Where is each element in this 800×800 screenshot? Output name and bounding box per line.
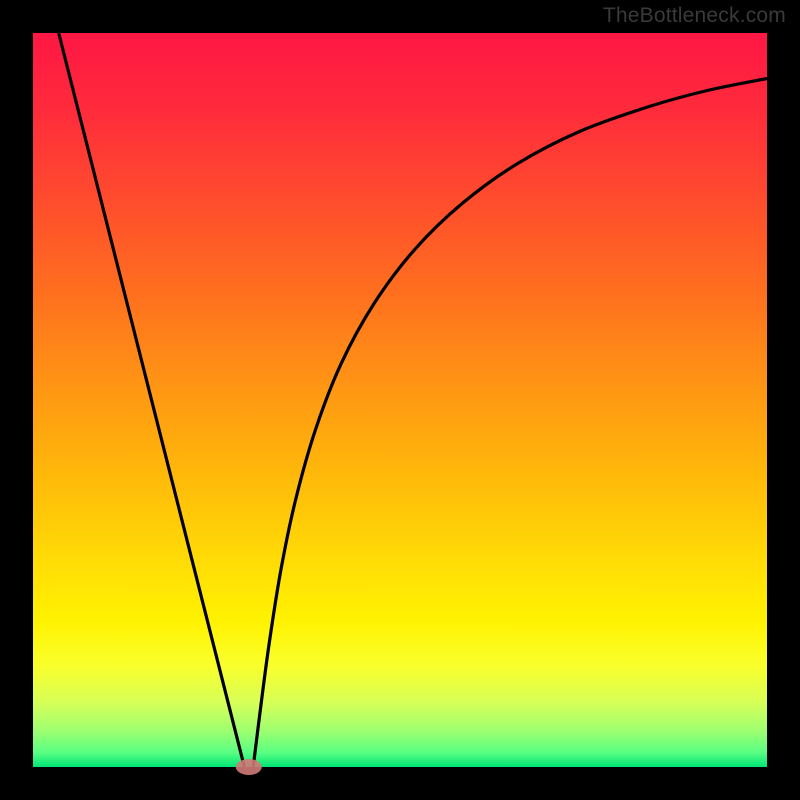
bottleneck-chart	[0, 0, 800, 800]
watermark-text: TheBottleneck.com	[603, 4, 786, 28]
valley-marker	[236, 759, 262, 775]
plot-background	[33, 33, 767, 767]
